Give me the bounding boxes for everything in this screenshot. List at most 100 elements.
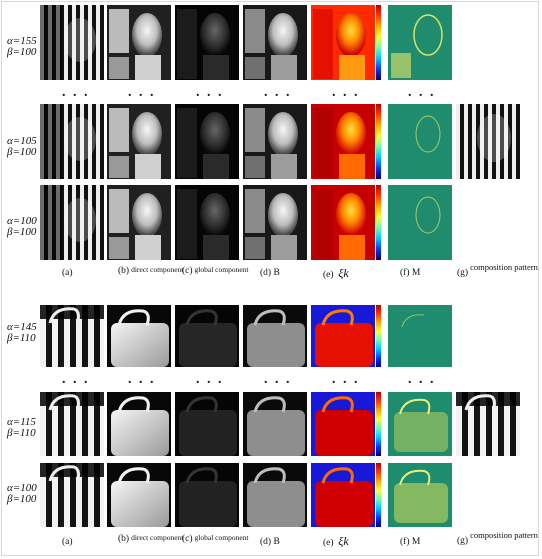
lower-r2-xi-image	[311, 392, 375, 456]
upper-ellipsis: . . .	[128, 85, 156, 100]
caption-letter: (c)	[182, 266, 193, 276]
upper-caption-b: (b) direct component	[118, 265, 184, 277]
upper-r1-global-image	[175, 5, 239, 80]
lower-caption-b: (b) direct component	[118, 533, 184, 545]
alpha-value: α=155	[7, 35, 37, 47]
lower-r3-xi-image	[311, 463, 375, 527]
alpha-value: α=105	[7, 135, 37, 147]
beta-value: β=100	[7, 226, 37, 238]
lower-r1-B-image	[243, 305, 307, 367]
upper-r1-M-image	[388, 5, 452, 80]
caption-sub: direct component	[131, 265, 184, 274]
beta-value: β=110	[7, 427, 36, 439]
lower-r2-M-image	[388, 392, 452, 456]
lower-r1-colorbar	[376, 305, 381, 367]
upper-r2-colorbar	[376, 104, 381, 179]
caption-sub: composition pattern	[470, 262, 538, 272]
lower-r2-colorbar	[376, 392, 381, 456]
lower-r1-M-image	[388, 305, 452, 367]
upper-row2-label: α=105 β=100	[7, 136, 37, 158]
lower-ellipsis: . . .	[332, 372, 360, 387]
lower-r3-colorbar	[376, 463, 381, 527]
upper-r1-direct-image	[107, 5, 171, 80]
caption-letter: (c)	[182, 534, 193, 544]
upper-caption-e: (e) ξk	[323, 266, 349, 281]
alpha-value: α=100	[7, 482, 37, 494]
beta-value: β=100	[7, 493, 37, 505]
lower-r2-global-image	[175, 392, 239, 456]
caption-math: ξk	[338, 266, 349, 280]
lower-r2-B-image	[243, 392, 307, 456]
caption-letter: (e)	[323, 270, 334, 280]
caption-letter: (e)	[323, 538, 334, 548]
upper-r3-pattern-image	[40, 185, 104, 260]
lower-ellipsis: . . .	[62, 372, 90, 387]
caption-sub: global component	[194, 265, 249, 274]
upper-caption-g: (g)composition pattern	[457, 262, 538, 278]
lower-caption-d: (d) B	[260, 537, 280, 547]
beta-value: β=100	[7, 46, 37, 58]
upper-r2-B-image	[243, 104, 307, 179]
beta-value: β=110	[7, 332, 36, 344]
beta-value: β=100	[7, 146, 37, 158]
lower-r2-direct-image	[107, 392, 171, 456]
caption-sub: global component	[194, 533, 249, 542]
upper-r2-global-image	[175, 104, 239, 179]
caption-sub: direct component	[131, 533, 184, 542]
lower-r1-pattern-image	[40, 305, 104, 367]
alpha-value: α=145	[7, 321, 37, 333]
upper-r2-xi-image	[311, 104, 375, 179]
lower-row3-label: α=100 β=100	[7, 483, 37, 505]
upper-r3-M-image	[388, 185, 452, 260]
lower-r2-composition-image	[456, 392, 520, 456]
upper-caption-c: (c) global component	[182, 265, 249, 277]
lower-row2-label: α=115 β=110	[7, 417, 36, 439]
lower-ellipsis: . . .	[408, 372, 436, 387]
upper-r2-direct-image	[107, 104, 171, 179]
upper-r3-global-image	[175, 185, 239, 260]
upper-ellipsis: . . .	[332, 85, 360, 100]
upper-r1-colorbar	[376, 5, 381, 80]
upper-row1-label: α=155 β=100	[7, 36, 37, 58]
caption-letter: (b)	[118, 266, 130, 276]
alpha-value: α=100	[7, 215, 37, 227]
upper-ellipsis: . . .	[264, 85, 292, 100]
lower-caption-f: (f) M	[400, 537, 421, 547]
caption-sub: composition pattern	[470, 530, 538, 540]
caption-math: ξk	[338, 534, 349, 548]
upper-caption-f: (f) M	[400, 268, 421, 278]
upper-r3-colorbar	[376, 185, 381, 260]
lower-r2-pattern-image	[40, 392, 104, 456]
lower-r3-B-image	[243, 463, 307, 527]
caption-letter: (g)	[457, 268, 469, 278]
upper-r2-pattern-image	[40, 104, 104, 179]
upper-r2-composition-image	[456, 104, 520, 179]
upper-row3-label: α=100 β=100	[7, 216, 37, 238]
upper-r1-xi-image	[311, 5, 375, 80]
lower-r3-M-image	[388, 463, 452, 527]
lower-r1-global-image	[175, 305, 239, 367]
caption-letter: (b)	[118, 534, 130, 544]
caption-letter: (g)	[457, 536, 469, 546]
lower-caption-e: (e) ξk	[323, 534, 349, 549]
lower-caption-a: (a)	[62, 537, 73, 547]
lower-row1-label: α=145 β=110	[7, 322, 37, 344]
upper-r1-B-image	[243, 5, 307, 80]
lower-r3-global-image	[175, 463, 239, 527]
lower-ellipsis: . . .	[196, 372, 224, 387]
upper-ellipsis: . . .	[62, 85, 90, 100]
lower-ellipsis: . . .	[128, 372, 156, 387]
upper-caption-a: (a)	[62, 268, 73, 278]
alpha-value: α=115	[7, 416, 36, 428]
upper-ellipsis: . . .	[196, 85, 224, 100]
lower-r3-direct-image	[107, 463, 171, 527]
upper-caption-d: (d) B	[260, 268, 280, 278]
lower-r3-pattern-image	[40, 463, 104, 527]
lower-caption-g: (g)composition pattern	[457, 530, 538, 546]
lower-r1-direct-image	[107, 305, 171, 367]
upper-r2-M-image	[388, 104, 452, 179]
upper-ellipsis: . . .	[408, 85, 436, 100]
lower-ellipsis: . . .	[264, 372, 292, 387]
upper-r3-direct-image	[107, 185, 171, 260]
